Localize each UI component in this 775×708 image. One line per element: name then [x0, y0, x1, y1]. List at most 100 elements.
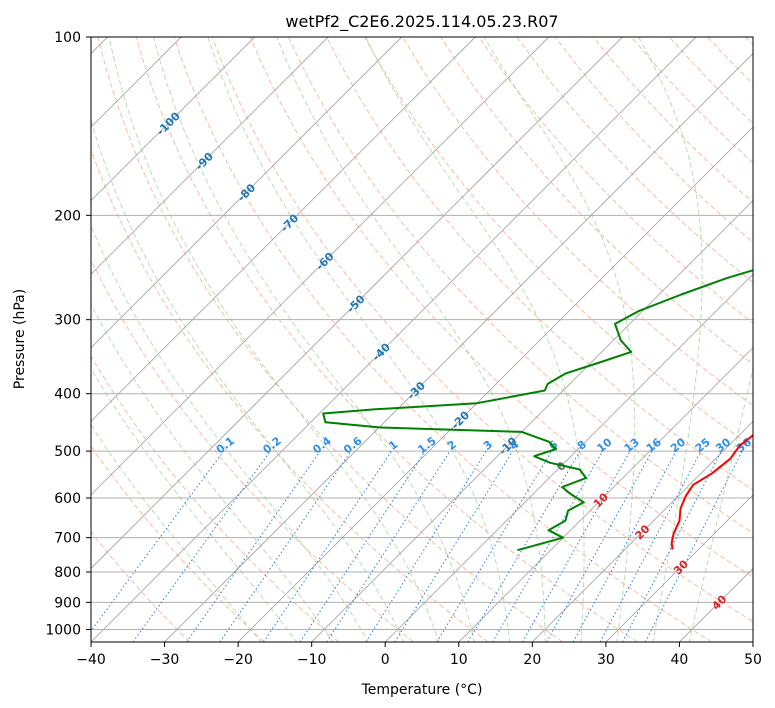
- dry-adiabat-line: [326, 37, 753, 491]
- dry-adiabat-line: [707, 37, 753, 85]
- isotherm-line: [752, 641, 753, 642]
- mixing-ratio-line: [492, 450, 604, 642]
- mixing-ratio-line: [186, 450, 321, 642]
- isotherm-label: 30: [671, 557, 691, 577]
- dry-adiabat-line: [440, 37, 753, 365]
- isotherm-label: -50: [344, 292, 367, 315]
- mixing-ratio-label: 3: [481, 438, 495, 453]
- mixing-ratio-line: [299, 450, 426, 642]
- x-tick-label: −20: [223, 652, 253, 668]
- y-tick-label: 1000: [45, 622, 81, 638]
- y-axis-label: Pressure (hPa): [12, 289, 28, 389]
- mixing-ratio-label: 16: [644, 435, 664, 455]
- dry-adiabat-line: [478, 37, 753, 324]
- dry-adiabat-line: [516, 37, 753, 284]
- isotherm-line: [605, 494, 753, 642]
- mixing-ratio-line: [91, 450, 224, 632]
- mixing-ratio-line: [326, 450, 451, 642]
- dry-adiabat-line: [554, 37, 753, 244]
- x-tick-label: −30: [150, 652, 180, 668]
- dry-adiabat-line: [91, 258, 414, 642]
- isotherm-line: [91, 37, 476, 422]
- dry-adiabat-line: [402, 37, 753, 407]
- x-tick-label: −40: [76, 652, 106, 668]
- y-axis-ticks: 100 200 300 400 500 600 700 800 900 1000: [45, 30, 91, 638]
- isotherm-line: [679, 567, 753, 642]
- isotherm-line: [458, 347, 753, 642]
- dry-adiabat-line: [669, 37, 753, 125]
- isotherm-line: [237, 126, 753, 642]
- x-tick-label: 20: [523, 652, 541, 668]
- mixing-ratio-line: [365, 450, 487, 642]
- mixing-ratio-label: 0.6: [341, 434, 365, 456]
- y-tick-label: 200: [54, 208, 81, 224]
- isotherm-line: [91, 37, 550, 496]
- moist-adiabat-line: [638, 37, 703, 642]
- profile-lines: [322, 269, 753, 552]
- mixing-ratio-line: [644, 450, 743, 642]
- mixing-ratio-line: [599, 450, 702, 642]
- mixing-ratio-label: 1.5: [415, 434, 438, 456]
- x-tick-label: 0: [381, 652, 390, 668]
- moist-adiabat-line: [91, 367, 298, 642]
- isotherm-label: 40: [709, 592, 729, 612]
- isotherm-label: -10: [496, 434, 519, 457]
- plot-frame: [90, 36, 754, 643]
- mixing-ratio-label: 30: [713, 435, 733, 455]
- y-tick-label: 100: [54, 30, 81, 46]
- moist-adiabat-line: [91, 424, 262, 642]
- moist-adiabat-line: [91, 302, 334, 642]
- moist-adiabat-line: [483, 37, 636, 642]
- dry-adiabat-line: [249, 37, 753, 578]
- y-tick-label: 500: [54, 444, 81, 460]
- isotherm-label: -40: [370, 340, 393, 363]
- moist-adiabat-line: [108, 37, 440, 642]
- isotherm-label: -20: [449, 408, 472, 431]
- isotherm-line: [91, 37, 403, 349]
- plot-area: 0.1 0.2 0.4 0.6 1 1.5 2 3 4 6 8 10 13 16 20 25 30 36-100-…: [91, 37, 753, 642]
- mixing-ratio-line: [436, 450, 552, 642]
- isotherm-label: -60: [313, 250, 336, 273]
- dry-adiabat-line: [364, 37, 753, 449]
- y-tick-label: 600: [54, 491, 81, 507]
- x-tick-label: 40: [671, 652, 689, 668]
- mixing-ratio-line: [219, 450, 352, 642]
- x-tick-label: 50: [744, 652, 762, 668]
- moist-adiabat-line: [207, 37, 511, 642]
- isotherm-line: [91, 37, 697, 642]
- dewpoint-profile-line: [322, 269, 753, 552]
- moist-adiabat-line: [688, 365, 753, 642]
- y-tick-label: 400: [54, 387, 81, 403]
- isotherm-line: [164, 52, 753, 642]
- isotherm-label: -90: [193, 150, 216, 173]
- mixing-ratio-line: [522, 450, 631, 642]
- dry-adiabat-line: [91, 531, 191, 642]
- moist-adiabat-line: [91, 224, 369, 642]
- x-tick-label: 10: [450, 652, 468, 668]
- x-axis-ticks: −40 −30 −20 −10 0 10 20 30 40 50: [76, 642, 762, 668]
- mixing-ratio-label: 2: [445, 438, 459, 453]
- moist-adiabat-line: [276, 37, 546, 642]
- x-tick-label: 30: [597, 652, 615, 668]
- isotherm-line: [384, 273, 753, 642]
- y-tick-label: 800: [54, 565, 81, 581]
- mixing-ratio-label: 10: [594, 435, 614, 455]
- mixing-ratio-label: 25: [693, 436, 713, 456]
- isotherm-line: [311, 200, 753, 642]
- y-tick-label: 900: [54, 595, 81, 611]
- x-tick-label: −10: [297, 652, 327, 668]
- chart-title: wetPf2_C2E6.2025.114.05.23.R07: [285, 12, 558, 32]
- isotherm-label: -100: [154, 109, 183, 138]
- isotherm-label: 10: [591, 490, 611, 510]
- dry-adiabat-line: [97, 37, 563, 642]
- isotherm-line: [91, 37, 329, 275]
- moist-adiabat-line: [365, 37, 585, 642]
- mixing-ratio-line: [572, 450, 677, 642]
- mixing-ratio-label: 20: [668, 435, 688, 455]
- dry-adiabat-line: [211, 37, 753, 623]
- reference-lines: [91, 37, 753, 642]
- dry-adiabat-line: [135, 37, 638, 642]
- mixing-ratio-line: [467, 450, 581, 642]
- dry-adiabat-line: [91, 148, 489, 642]
- x-axis-label: Temperature (°C): [361, 682, 483, 698]
